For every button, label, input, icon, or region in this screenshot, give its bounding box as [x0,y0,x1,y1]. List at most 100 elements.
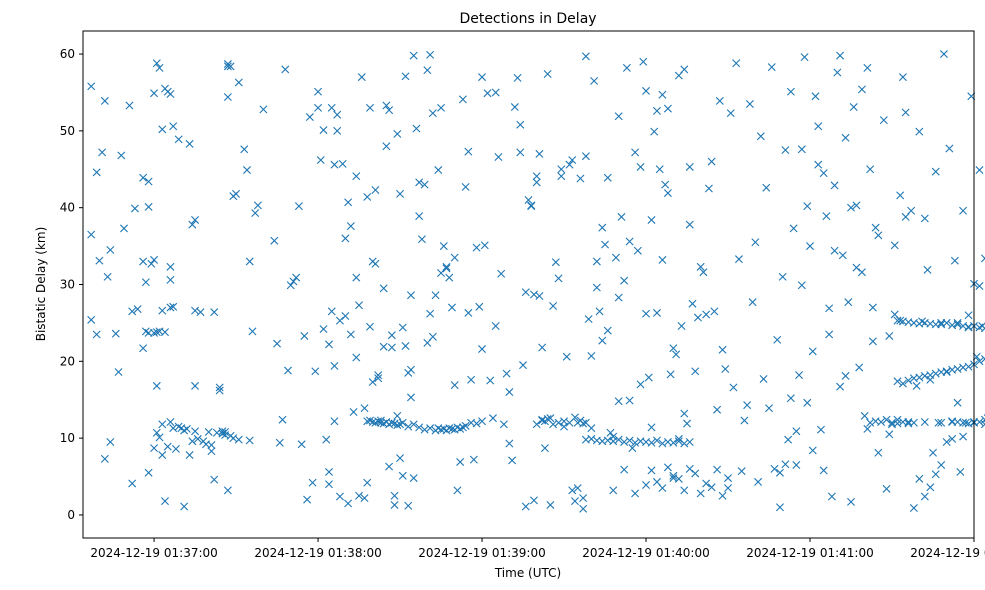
data-point [374,374,383,383]
data-point [437,103,446,112]
data-point [270,236,279,245]
data-point [852,263,861,272]
data-point [374,371,383,380]
data-point [360,494,369,503]
data-point [975,166,984,175]
data-point [166,90,175,98]
data-point [737,467,746,476]
data-point [915,373,924,382]
data-point [543,70,552,79]
data-point [893,377,902,386]
data-point [207,447,216,456]
data-point [937,461,946,470]
data-point [554,274,563,283]
data-point [393,411,402,420]
data-point [551,258,560,267]
data-point [765,404,774,413]
data-point [106,437,115,446]
data-point [242,166,251,175]
data-point [516,120,525,129]
data-point [784,435,793,444]
data-point [144,177,153,186]
data-point [161,497,169,506]
data-point [620,465,629,474]
data-point [557,165,566,174]
data-point [412,124,421,133]
data-point [672,350,681,359]
data-point [344,198,353,207]
data-point [330,361,339,370]
data-point [611,253,620,262]
data-point [273,339,282,348]
data-point [775,503,784,512]
data-point [396,454,405,463]
data-point [139,173,148,182]
data-point [931,167,940,176]
data-point [447,303,456,312]
data-point [510,103,519,112]
data-point [223,93,232,102]
data-point [294,202,303,211]
data-point [499,420,508,429]
data-point [603,173,612,182]
data-point [387,343,396,352]
data-point [128,307,137,316]
data-point [762,183,771,192]
data-point [152,328,161,337]
data-point [573,484,582,493]
data-point [786,87,795,96]
data-point [756,132,765,141]
data-point [311,367,320,376]
data-point [781,460,790,469]
data-point [726,109,735,118]
data-point [368,378,377,387]
data-point [467,375,476,384]
data-point [767,63,776,72]
data-point [814,160,823,169]
data-point [797,281,806,290]
data-point [324,467,333,476]
data-point [759,374,768,383]
data-point [406,291,415,300]
data-point [335,316,344,325]
data-point [590,76,599,85]
data-point [598,336,607,345]
data-point [565,160,574,169]
data-point [896,191,905,200]
data-point [158,451,167,460]
data-point [344,499,353,508]
data-point [658,439,667,448]
data-point [696,262,705,271]
data-point [819,466,828,475]
data-point [745,99,754,108]
data-point [505,388,514,397]
data-point [406,365,415,374]
data-point [661,180,670,189]
data-point [234,78,243,87]
data-point [527,201,536,210]
data-point [792,427,801,436]
data-point [456,457,465,466]
data-point [707,483,716,492]
data-point [333,126,342,135]
data-point [631,148,640,157]
data-point [953,320,962,329]
data-point [128,479,137,488]
data-point [909,504,918,513]
data-point [710,307,719,316]
data-point [357,73,366,82]
data-point [207,441,216,450]
data-point [975,357,984,366]
data-point [877,418,886,426]
y-tick-label: 40 [60,201,75,215]
data-point [713,465,722,474]
data-point [355,301,364,310]
data-point [529,290,538,299]
data-point [658,255,667,264]
data-point [570,413,579,422]
data-point [404,422,413,431]
data-point [669,344,678,353]
data-point [866,165,875,174]
data-point [166,418,175,426]
data-point [447,424,456,433]
